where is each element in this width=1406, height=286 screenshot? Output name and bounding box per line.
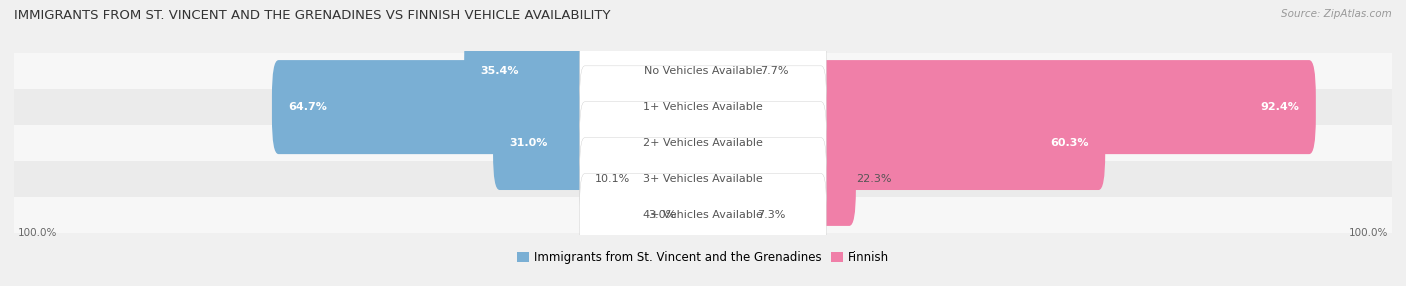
FancyBboxPatch shape	[696, 168, 758, 262]
Legend: Immigrants from St. Vincent and the Grenadines, Finnish: Immigrants from St. Vincent and the Gren…	[513, 247, 893, 269]
FancyBboxPatch shape	[14, 197, 1392, 233]
Text: 7.7%: 7.7%	[761, 66, 789, 76]
Text: 92.4%: 92.4%	[1261, 102, 1299, 112]
Text: No Vehicles Available: No Vehicles Available	[644, 66, 762, 76]
Text: Source: ZipAtlas.com: Source: ZipAtlas.com	[1281, 9, 1392, 19]
FancyBboxPatch shape	[696, 60, 1316, 154]
FancyBboxPatch shape	[464, 24, 710, 118]
FancyBboxPatch shape	[271, 60, 710, 154]
Text: 100.0%: 100.0%	[17, 229, 56, 239]
Text: 7.3%: 7.3%	[758, 210, 786, 220]
Text: 31.0%: 31.0%	[509, 138, 548, 148]
FancyBboxPatch shape	[579, 66, 827, 148]
Text: 64.7%: 64.7%	[288, 102, 328, 112]
FancyBboxPatch shape	[579, 174, 827, 256]
Text: 35.4%: 35.4%	[481, 66, 519, 76]
Text: 1+ Vehicles Available: 1+ Vehicles Available	[643, 102, 763, 112]
Text: 60.3%: 60.3%	[1050, 138, 1088, 148]
FancyBboxPatch shape	[14, 161, 1392, 197]
FancyBboxPatch shape	[696, 24, 761, 118]
Text: 22.3%: 22.3%	[856, 174, 891, 184]
FancyBboxPatch shape	[14, 89, 1392, 125]
Text: IMMIGRANTS FROM ST. VINCENT AND THE GRENADINES VS FINNISH VEHICLE AVAILABILITY: IMMIGRANTS FROM ST. VINCENT AND THE GREN…	[14, 9, 610, 21]
FancyBboxPatch shape	[676, 168, 710, 262]
FancyBboxPatch shape	[579, 30, 827, 112]
FancyBboxPatch shape	[579, 138, 827, 220]
FancyBboxPatch shape	[579, 102, 827, 184]
FancyBboxPatch shape	[696, 132, 856, 226]
Text: 100.0%: 100.0%	[1350, 229, 1389, 239]
FancyBboxPatch shape	[696, 96, 1105, 190]
FancyBboxPatch shape	[14, 125, 1392, 161]
FancyBboxPatch shape	[494, 96, 710, 190]
FancyBboxPatch shape	[14, 53, 1392, 89]
Text: 3+ Vehicles Available: 3+ Vehicles Available	[643, 174, 763, 184]
Text: 2+ Vehicles Available: 2+ Vehicles Available	[643, 138, 763, 148]
FancyBboxPatch shape	[630, 132, 710, 226]
Text: 4+ Vehicles Available: 4+ Vehicles Available	[643, 210, 763, 220]
Text: 3.0%: 3.0%	[648, 210, 676, 220]
Text: 10.1%: 10.1%	[595, 174, 630, 184]
